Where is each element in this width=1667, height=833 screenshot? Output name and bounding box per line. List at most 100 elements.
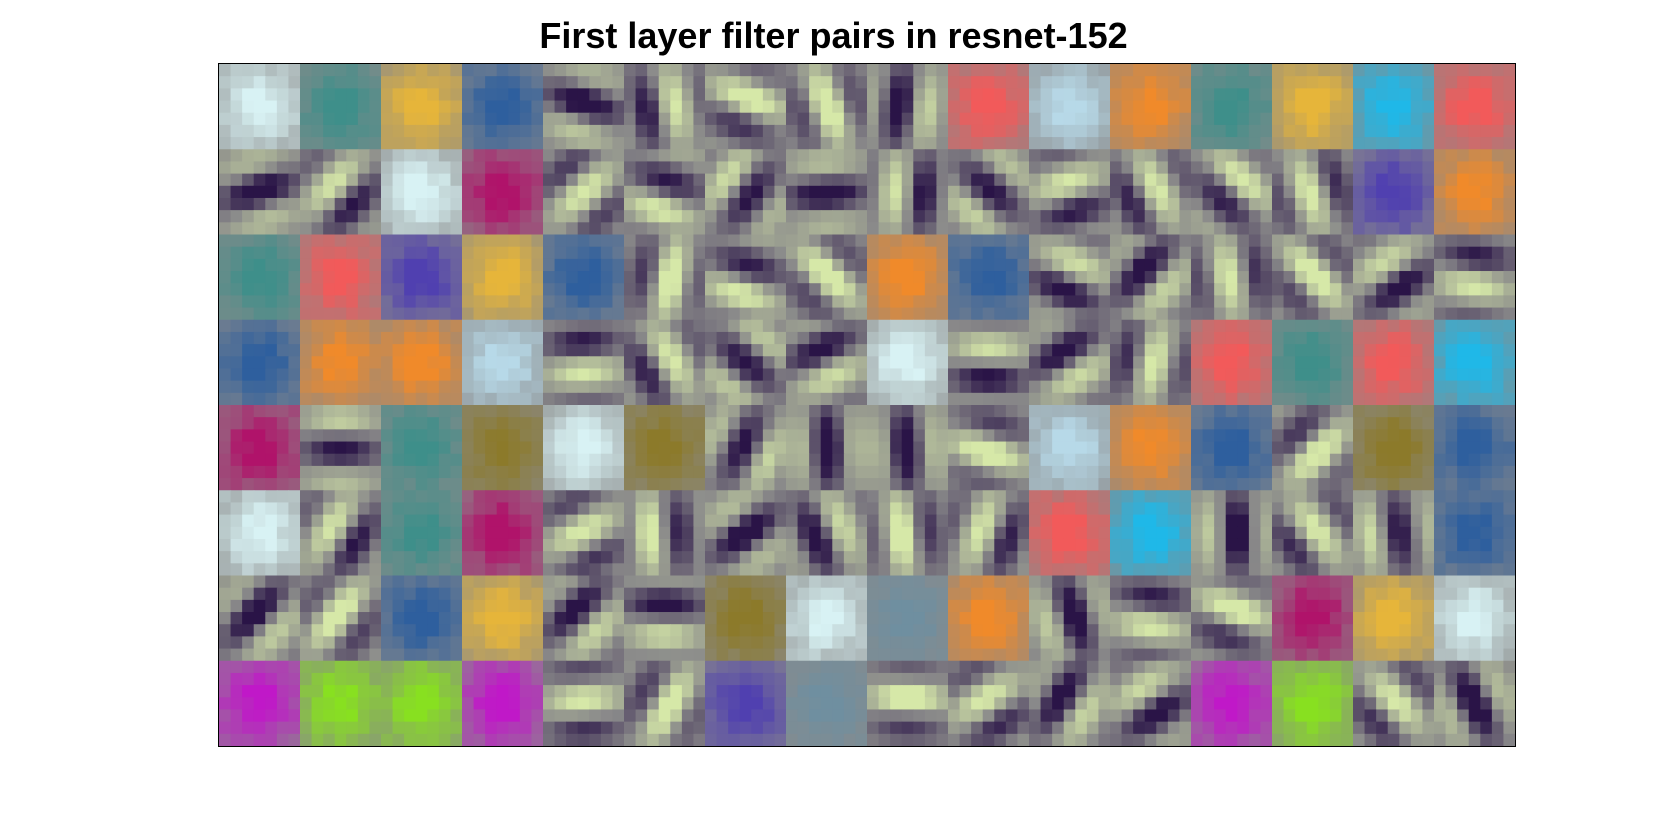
filter-tile (1434, 575, 1515, 662)
filter-tile (1272, 660, 1354, 746)
filter-tile (624, 660, 706, 746)
filter-tile (1353, 660, 1435, 746)
filter-tile (381, 660, 463, 746)
filter-tile (1029, 319, 1111, 406)
figure-title: First layer filter pairs in resnet-152 (539, 15, 1128, 56)
filter-tile (1110, 149, 1192, 236)
filter-tile (1110, 405, 1192, 491)
filter-tile (1272, 490, 1354, 577)
filter-tile (786, 149, 868, 236)
filter-tile (705, 319, 787, 406)
filter-tile (948, 490, 1030, 577)
filter-tile (705, 234, 787, 321)
filter-tile (300, 660, 382, 746)
filter-tile (1272, 149, 1354, 236)
filter-tile (867, 575, 949, 662)
filter-tile (948, 64, 1030, 150)
filter-tile (462, 405, 544, 491)
filter-tile (1434, 660, 1515, 746)
filter-tile (705, 149, 787, 236)
filter-tile (300, 64, 382, 150)
filter-tile (1272, 64, 1354, 150)
filter-tile (381, 64, 463, 150)
filter-tile (1353, 149, 1435, 236)
filter-tile (543, 575, 625, 662)
filter-tile (1191, 319, 1273, 406)
filter-tile (867, 64, 949, 150)
filter-tile (867, 234, 949, 321)
filter-tile (1029, 64, 1111, 150)
filter-tile (705, 64, 787, 150)
filter-tile (1110, 575, 1192, 662)
filter-tile (705, 575, 787, 662)
filter-tile (867, 490, 949, 577)
filter-tile (219, 405, 301, 491)
filter-tile (219, 575, 301, 662)
filter-tile (1029, 490, 1111, 577)
filter-tile (1191, 64, 1273, 150)
filter-tile (543, 234, 625, 321)
filter-tile (624, 490, 706, 577)
filter-tile (786, 575, 868, 662)
filter-tile (786, 405, 868, 491)
filter-tile (624, 64, 706, 150)
filter-tile (948, 405, 1030, 491)
filter-tile (705, 660, 787, 746)
filter-tile (1272, 319, 1354, 406)
filter-tile (462, 234, 544, 321)
filter-tile (543, 490, 625, 577)
filter-tile (300, 490, 382, 577)
filter-tile (1191, 660, 1273, 746)
filter-tile (948, 660, 1030, 746)
filter-mosaic-image (219, 64, 1515, 746)
filter-tile (1029, 660, 1111, 746)
filter-tile (624, 234, 706, 321)
filter-tile (624, 149, 706, 236)
filter-tile (1110, 64, 1192, 150)
filter-tile (786, 660, 868, 746)
filter-tile (624, 405, 706, 491)
filter-tile (867, 405, 949, 491)
filter-tile (1272, 234, 1354, 321)
filter-tile (543, 660, 625, 746)
filter-mosaic (218, 63, 1516, 747)
filter-tile (1353, 490, 1435, 577)
filter-tile (624, 575, 706, 662)
filter-tile (219, 490, 301, 577)
filter-tile (1110, 319, 1192, 406)
filter-tile (867, 319, 949, 406)
filter-tile (462, 575, 544, 662)
filter-tile (1434, 234, 1515, 321)
filter-tile (1029, 149, 1111, 236)
filter-tile (300, 234, 382, 321)
filter-tile (1110, 234, 1192, 321)
filter-tile (867, 149, 949, 236)
filter-tile (219, 660, 301, 746)
filter-tile (462, 64, 544, 150)
filter-tile (543, 319, 625, 406)
filter-tile (381, 234, 463, 321)
filter-tile (1434, 319, 1515, 406)
filter-tile (1353, 575, 1435, 662)
filter-tile (381, 490, 463, 577)
filter-tile (381, 405, 463, 491)
filter-tile (786, 234, 868, 321)
filter-tile (300, 319, 382, 406)
filter-tile (948, 319, 1030, 406)
filter-tile (1110, 490, 1192, 577)
filter-tile (624, 319, 706, 406)
filter-tile (1191, 490, 1273, 577)
filter-tile (543, 405, 625, 491)
filter-tile (948, 575, 1030, 662)
filter-tile (219, 149, 301, 236)
filter-tile (381, 319, 463, 406)
filter-tile (705, 490, 787, 577)
filter-tile (543, 64, 625, 150)
filter-tile (786, 319, 868, 406)
filter-tile (1434, 64, 1515, 150)
filter-tile (1434, 490, 1515, 577)
filter-tile (1434, 149, 1515, 236)
filter-tile (1191, 575, 1273, 662)
filter-tile (1434, 405, 1515, 491)
filter-tile (1272, 405, 1354, 491)
